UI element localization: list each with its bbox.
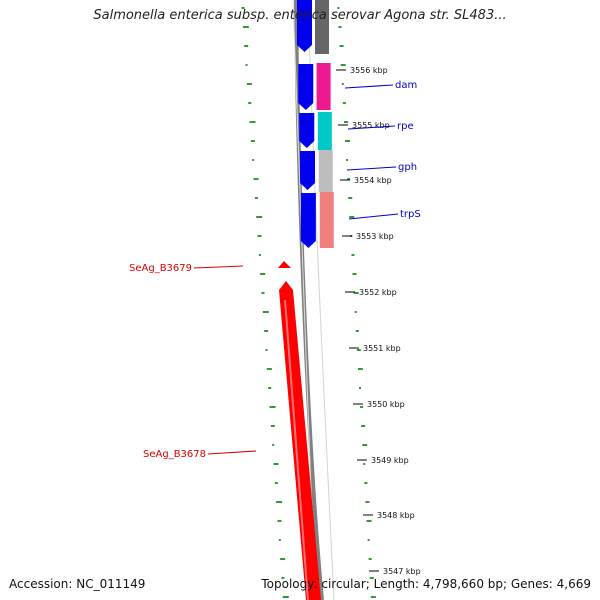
reverse-gene-arrow [278,261,291,268]
forward-gene-arrow [297,0,312,52]
kbp-tick-label: 3548 kbp [377,511,415,520]
gene-label-line [347,125,396,130]
gene-label-line [348,213,399,220]
gene-label: trpS [400,209,421,220]
topology-text: Topology: circular; Length: 4,798,660 bp… [261,577,591,591]
cog-block [319,192,334,248]
gene-label-line [344,84,394,89]
reverse-gene-track [278,261,321,600]
cog-block [317,112,332,150]
gene-label: rpe [397,121,414,132]
kbp-tick-label: 3550 kbp [367,400,405,409]
kbp-tick-label: 3553 kbp [356,232,394,241]
gene-label-layer: dam rpe gph trpS SeAg_B3679 SeAg_B3678 [129,80,421,460]
map-title: Salmonella enterica subsp. enterica sero… [93,8,507,23]
forward-gene-arrow [298,64,314,110]
gene-label: gph [398,162,417,173]
forward-gene-track [297,0,316,248]
forward-gene-arrow [300,151,316,190]
kbp-tick-label: 3547 kbp [383,567,421,576]
kbp-tick-label: 3554 kbp [354,176,392,185]
gene-label-line [346,166,397,171]
kbp-tick-label: 3549 kbp [371,456,409,465]
kbp-tick-label: 3552 kbp [359,288,397,297]
cog-block [316,63,331,110]
kbp-tick-label: 3551 kbp [363,344,401,353]
kbp-tick-label: 3555 kbp [352,121,390,130]
forward-gene-arrow [300,193,316,248]
cog-color-track [315,0,334,248]
forward-gene-arrow [299,113,315,148]
gene-label: SeAg_B3678 [143,449,206,460]
gene-label-line [193,265,244,269]
cog-block [315,0,329,54]
cog-block [318,150,333,192]
gene-label: dam [395,80,417,91]
kbp-tick-track: 3556 kbp 3555 kbp 3554 kbp 3553 kbp 3552 kbp… [336,66,421,576]
accession-text: Accession: NC_011149 [9,577,146,591]
gene-label: SeAg_B3679 [129,263,192,274]
kbp-tick-label: 3556 kbp [350,66,388,75]
gc-content-track-left [241,7,289,598]
gc-content-track-right [337,7,376,598]
reverse-gene-arrow [279,281,321,600]
gene-label-line [207,450,257,455]
reverse-gene-highlight [284,299,309,600]
